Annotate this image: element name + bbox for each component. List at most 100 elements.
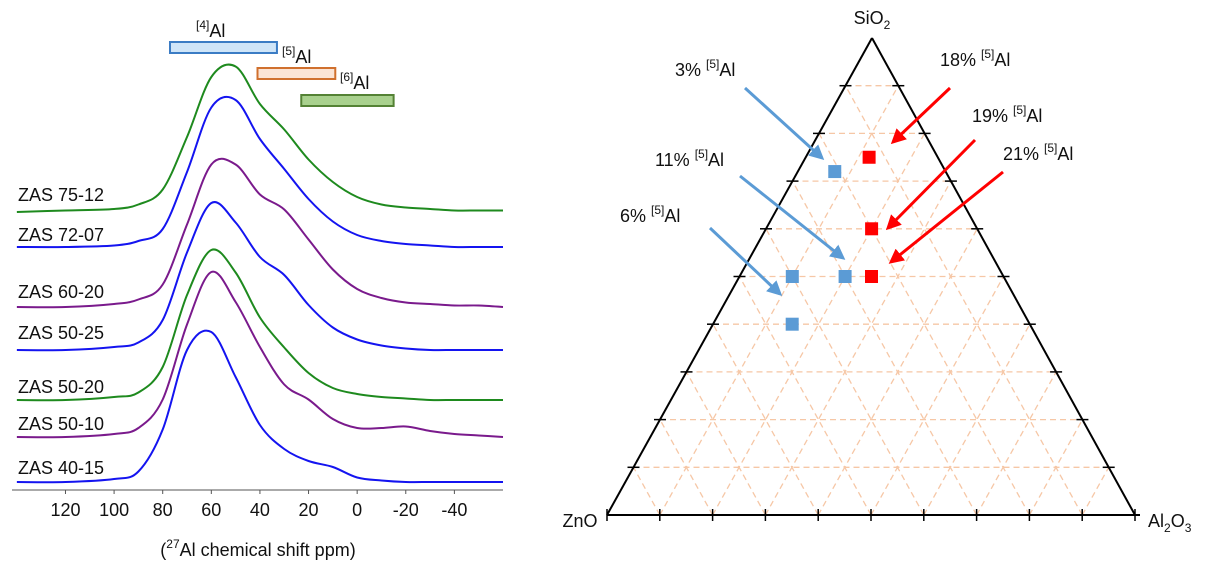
vertex-label: SiO2 [854, 8, 891, 32]
grid-line [818, 133, 1030, 516]
grid-line [659, 419, 714, 516]
annotation-part: [5] [1013, 103, 1026, 117]
composition-point [785, 317, 799, 331]
x-tick-label: 80 [153, 500, 173, 520]
x-tick-label: 120 [50, 500, 80, 520]
annotation-arrow [739, 174, 846, 260]
x-tick-label: -20 [393, 500, 419, 520]
vertex-label-part: SiO [854, 8, 884, 28]
range-label-part: Al [209, 21, 225, 41]
vertex-label-part: 2 [884, 18, 891, 32]
annotation: 19% [5]Al [972, 103, 1042, 126]
annotation-part: Al [994, 50, 1010, 70]
range-label-part: [4] [196, 18, 209, 32]
series-label: ZAS 60-20 [18, 282, 104, 302]
vertex-label-part: O [1171, 511, 1185, 531]
annotation-part: [5] [981, 47, 994, 61]
vertex-label-part: 2 [1164, 521, 1171, 535]
spectrum [16, 329, 503, 484]
series-label: ZAS 75-12 [18, 185, 104, 205]
x-tick-label: 0 [352, 500, 362, 520]
annotation: 11% [5]Al [655, 147, 724, 170]
grid-line [712, 323, 819, 516]
annotation-part: 11% [655, 150, 690, 170]
grid-line [1081, 466, 1110, 516]
grid-line [764, 180, 952, 516]
range-label: [5]Al [282, 44, 311, 67]
grid-line [632, 466, 661, 516]
range-label-part: [5] [282, 44, 295, 58]
range-label: [6]Al [340, 70, 369, 93]
grid-line [738, 276, 872, 516]
spectrum [16, 63, 503, 213]
grid-line [685, 371, 766, 516]
x-axis-label-part: 27 [166, 537, 180, 551]
spectrum [16, 248, 503, 402]
vertex-label-part: ZnO [562, 511, 597, 531]
composition-point [785, 270, 799, 283]
grid-line [870, 276, 1005, 516]
annotation: 6% [5]Al [620, 203, 680, 226]
annotation-arrow [708, 226, 783, 297]
series-label: ZAS 40-15 [18, 458, 104, 478]
vertex-label-part: Al [1148, 511, 1164, 531]
annotation-part: Al [1026, 106, 1042, 126]
range-label-part: Al [353, 73, 369, 93]
series-label: ZAS 72-07 [18, 225, 104, 245]
series-label: ZAS 50-20 [18, 377, 104, 397]
composition-point [865, 222, 879, 236]
annotation-arrow [743, 86, 825, 161]
annotation-part: 19% [972, 106, 1008, 126]
vertex-label: Al2O3 [1148, 511, 1192, 535]
vertex-label-part: 3 [1185, 521, 1192, 535]
x-tick-label: -40 [441, 500, 467, 520]
annotation-arrow [885, 138, 977, 231]
annotation-part: [5] [706, 57, 719, 71]
spectrum [16, 201, 503, 352]
annotation: 18% [5]Al [940, 47, 1010, 70]
grid-line [659, 85, 899, 516]
annotation: 3% [5]Al [675, 57, 735, 80]
composition-point [862, 150, 876, 164]
annotation-part: Al [664, 206, 680, 226]
annotation-part: [5] [1044, 141, 1057, 155]
range-label-part: [6] [340, 70, 353, 84]
grid-line [1028, 419, 1083, 516]
annotation-part: [5] [651, 203, 664, 217]
x-tick-label: 20 [299, 500, 319, 520]
x-axis-label-part: Al chemical shift ppm) [180, 540, 356, 560]
spectrum [16, 270, 504, 439]
annotation-part: 3% [675, 60, 701, 80]
range-bar [256, 67, 337, 80]
annotation-arrow [890, 86, 952, 145]
annotation-part: 6% [620, 206, 646, 226]
annotation-part: [5] [695, 147, 708, 161]
annotation-part: 18% [940, 50, 976, 70]
grid-line [923, 323, 1031, 516]
grid-line [791, 180, 978, 516]
x-tick-label: 40 [250, 500, 270, 520]
x-axis-label-part: ( [160, 540, 166, 560]
annotation: 21% [5]Al [1003, 141, 1073, 164]
spectra-chart: 120 100 80 60 40 20 0 -20 -40 (27Al chemical shif… [12, 18, 504, 560]
x-axis-label: (27Al chemical shift ppm) [160, 537, 355, 560]
grid-line [712, 133, 926, 516]
composition-point [865, 270, 878, 283]
x-tick-label: 100 [99, 500, 129, 520]
annotation-part: 21% [1003, 144, 1039, 164]
series-label: ZAS 50-25 [18, 323, 104, 343]
annotation-part: Al [708, 150, 724, 170]
spectrum [16, 157, 504, 309]
series-label: ZAS 50-10 [18, 414, 104, 434]
range-bar [168, 41, 278, 54]
range-bar [300, 94, 395, 107]
annotation-part: Al [1057, 144, 1073, 164]
vertex-label: ZnO [562, 511, 597, 531]
annotation-arrow [888, 170, 1004, 264]
grid-line [976, 371, 1057, 516]
spectrum [16, 95, 503, 249]
composition-point [828, 165, 842, 179]
range-label-part: Al [295, 47, 311, 67]
